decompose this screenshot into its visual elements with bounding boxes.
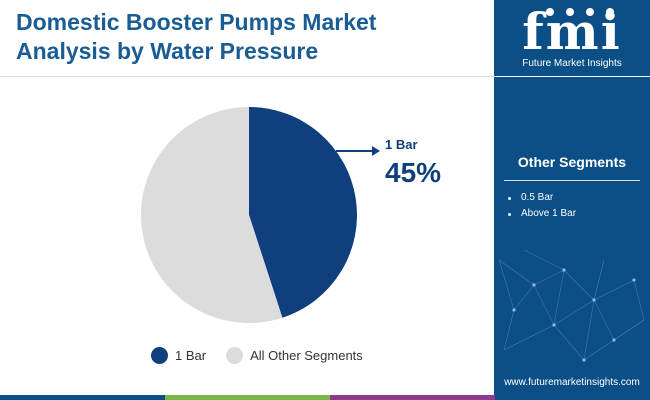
legend-swatch-1-bar	[151, 347, 168, 364]
callout-arrow-head	[372, 146, 380, 156]
other-segments-heading: Other Segments	[517, 154, 627, 170]
bottom-bar-segment	[495, 395, 650, 400]
legend-label-1-bar: 1 Bar	[175, 348, 207, 363]
header-divider	[0, 76, 494, 77]
logo-mark: fmi	[522, 2, 622, 61]
callout-value: 45%	[385, 157, 442, 188]
logo-icons	[546, 8, 614, 16]
sidebar-panel: fmi Future Market Insights Other Segment…	[494, 0, 650, 400]
pie-slice-all-other-segments	[140, 107, 283, 324]
pie-chart	[140, 107, 380, 324]
segment-label: 0.5 Bar	[521, 192, 554, 203]
segment-item: Above 1 Bar	[508, 206, 576, 222]
bullet-icon	[508, 196, 511, 200]
pie-slices	[140, 107, 357, 324]
chart-title: Domestic Booster Pumps Market Analysis b…	[16, 8, 486, 66]
legend-item-all-other-segments: All Other Segments	[226, 347, 363, 364]
bottom-bar-segment	[165, 395, 330, 400]
segment-item: 0.5 Bar	[508, 190, 576, 206]
other-segments-divider	[504, 180, 640, 181]
website-link[interactable]: www.futuremarketinsights.com	[504, 377, 640, 388]
panel-top-divider	[494, 76, 650, 77]
segment-label: Above 1 Bar	[521, 208, 577, 219]
legend-item-1-bar: 1 Bar	[151, 347, 206, 364]
other-segments-list: 0.5 Bar Above 1 Bar	[508, 190, 576, 222]
pie-slice-1-bar	[249, 107, 357, 318]
bottom-bar-segment	[0, 395, 165, 400]
logo-caption: Future Market Insights	[522, 58, 622, 69]
network-pattern	[498, 249, 645, 362]
chart-legend: 1 Bar All Other Segments	[151, 347, 383, 364]
legend-swatch-all-other-segments	[226, 347, 244, 364]
bullet-icon	[508, 212, 511, 216]
callout-label: 1 Bar	[385, 137, 418, 152]
bottom-bar-segment	[330, 395, 495, 400]
legend-label-all-other-segments: All Other Segments	[250, 348, 363, 363]
chart-title-line-1: Domestic Booster Pumps Market	[16, 9, 377, 35]
bottom-color-bar	[0, 395, 650, 400]
chart-title-line-2: Analysis by Water Pressure	[16, 38, 319, 64]
